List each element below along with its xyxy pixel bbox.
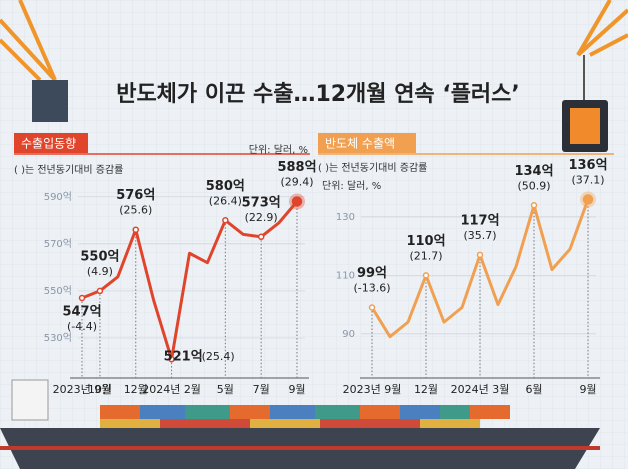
- ship: [0, 379, 600, 469]
- data-point: [476, 251, 484, 259]
- y-tick-label: 110: [336, 270, 355, 281]
- growth-label: (22.9): [245, 211, 278, 224]
- value-label: 547억: [62, 304, 101, 319]
- chart-tag-box: [14, 133, 88, 153]
- growth-label: (-13.6): [353, 282, 390, 295]
- chart-tag: 수출입동향: [21, 137, 76, 151]
- x-tick-label: 7월: [253, 383, 270, 396]
- data-point: [368, 304, 376, 311]
- y-tick-label: 130: [336, 212, 355, 223]
- growth-label: (35.7): [463, 229, 496, 242]
- growth-label: (26.4): [209, 194, 242, 207]
- chip-core: [570, 108, 600, 144]
- x-tick-label: 5월: [217, 383, 234, 396]
- chart-tag-box: [318, 133, 416, 153]
- data-point: [291, 196, 303, 207]
- main-title: 반도체가 이끈 수출…12개월 연속 ‘플러스’: [116, 82, 520, 107]
- growth-label: (25.4): [202, 350, 235, 363]
- value-label: 110억: [406, 234, 445, 249]
- unit-note: 단위: 달러, %: [322, 179, 381, 192]
- x-tick-label: 9월: [288, 383, 305, 396]
- x-tick-label: 2024년 3월: [451, 383, 510, 396]
- growth-note: ( )는 전년동기대비 증감률: [318, 162, 427, 174]
- data-point: [422, 272, 430, 279]
- chart-tag: 반도체 수출액: [325, 137, 395, 151]
- crane-hook-left: [32, 80, 68, 122]
- value-label: 117억: [460, 213, 499, 228]
- crane-right: [576, 0, 628, 57]
- growth-label: (37.1): [571, 173, 604, 186]
- data-point: [257, 233, 265, 241]
- data-point: [78, 294, 86, 302]
- growth-label: (25.6): [119, 204, 152, 217]
- y-tick-label: 550억: [44, 285, 72, 297]
- crane-left: [0, 0, 57, 82]
- x-tick-label: 12월: [414, 383, 438, 396]
- y-tick-label: 530억: [44, 332, 72, 344]
- data-point: [530, 202, 538, 209]
- value-label: 550억: [80, 249, 119, 264]
- data-point: [582, 194, 594, 205]
- growth-label: (-4.4): [67, 320, 97, 333]
- data-point: [222, 217, 229, 224]
- x-tick-label: 12월: [124, 383, 148, 396]
- growth-note: ( )는 전년동기대비 증감률: [14, 164, 123, 176]
- value-label: 521억: [164, 350, 203, 365]
- y-tick-label: 570억: [44, 238, 72, 250]
- value-label: 136억: [568, 158, 607, 173]
- x-tick-label: 2024년 2월: [142, 383, 201, 396]
- value-label: 573억: [242, 195, 281, 210]
- growth-label: (21.7): [409, 249, 442, 262]
- y-tick-label: 590억: [44, 191, 72, 203]
- x-tick-label: 9월: [579, 383, 596, 396]
- value-label: 576억: [116, 188, 155, 203]
- unit-note: 단위: 달러, %: [249, 143, 308, 156]
- data-point: [132, 226, 139, 233]
- x-tick-label: 2023년 9월: [343, 383, 402, 396]
- growth-label: (4.9): [87, 265, 113, 278]
- value-label: 99억: [357, 266, 387, 281]
- data-point: [96, 287, 104, 295]
- growth-label: (50.9): [517, 179, 550, 192]
- data-point: [168, 355, 175, 363]
- x-tick-label: 10월: [88, 383, 112, 396]
- y-tick-label: 90: [342, 329, 355, 340]
- growth-label: (29.4): [280, 175, 313, 188]
- value-label: 588억: [277, 160, 316, 175]
- x-tick-label: 6월: [525, 383, 542, 396]
- value-label: 580억: [206, 179, 245, 194]
- value-label: 134억: [514, 164, 553, 179]
- x-tick-label: 2023년 9월: [53, 383, 112, 396]
